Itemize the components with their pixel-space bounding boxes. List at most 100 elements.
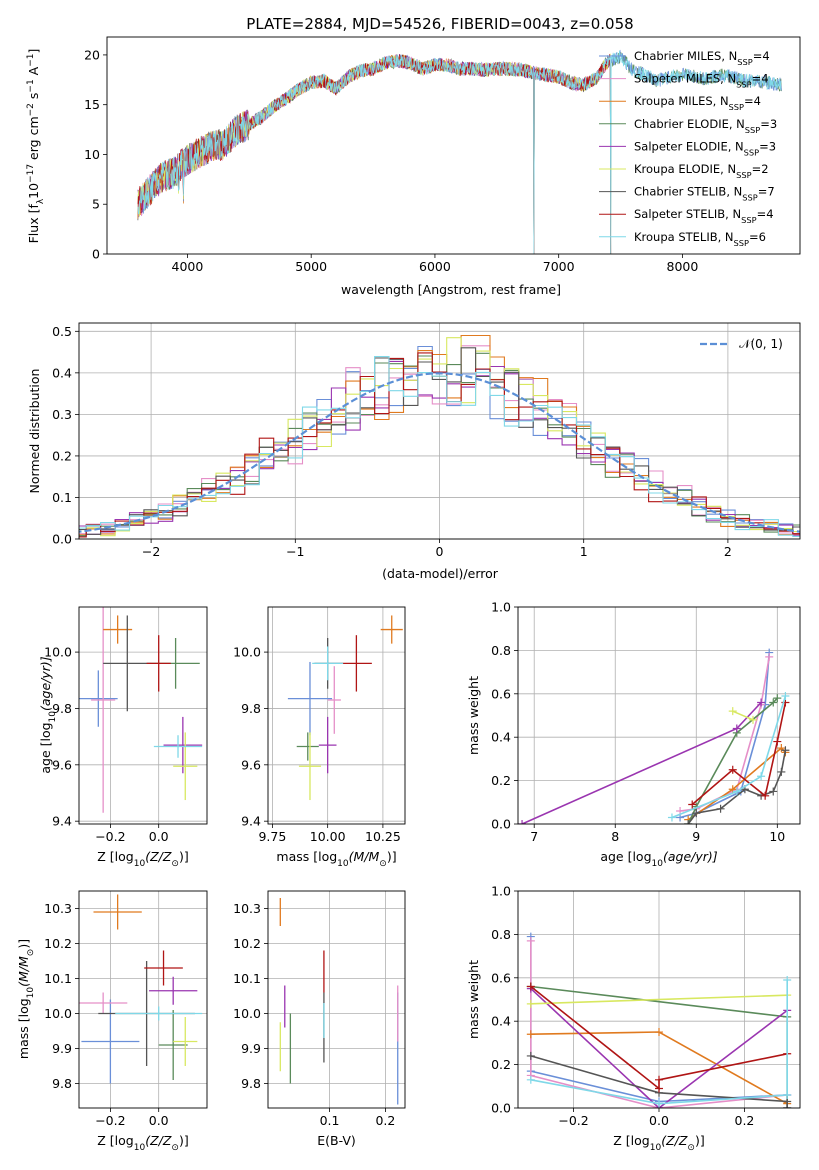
tick-label-y: 15 [84,97,100,112]
tick-label-y: 0.4 [491,1014,511,1029]
axes-frame [78,890,208,1109]
tick-label-x: 9 [692,829,700,844]
weight-marker [526,999,535,1008]
weight-marker [526,936,535,945]
tick-label-x: 0.0 [149,829,169,844]
x-axis-label: age [log10(age/yr)] [600,849,717,869]
tick-label-y: 10.1 [233,971,261,986]
tick-label-y: 10.2 [44,936,72,951]
spectrum-line [137,54,612,254]
label-part: Salpeter MILES, N [634,72,736,86]
label-part: (age/yr)] [38,656,53,711]
label-part: (M/M [349,849,380,864]
tick-label-x: 8 [611,829,619,844]
weight-marker [728,707,737,716]
plot-area [526,932,792,1108]
tick-label-y: 9.8 [241,701,261,716]
tick-label-x: 4000 [172,259,204,274]
axes-mass-vs-EBV: 0.1 0.2 9.8 9.9 10.0 10.1 10.2 10.3 E(B-V) [233,890,406,1148]
label-part: 10 [48,711,58,723]
tick-label-x: −2 [142,544,160,559]
label-part: 10 [134,859,146,869]
tick-label-y: 9.8 [52,1076,72,1091]
label-part: =3 [759,139,776,153]
tick-label-y: 5 [92,197,100,212]
weight-marker [655,1028,663,1037]
tick-label-y: 0.2 [491,1057,511,1072]
tick-label-x: 10.00 [310,829,346,844]
weight-marker [526,1075,535,1084]
label-part: )] [179,849,189,864]
tick-label-x: 10.25 [365,829,401,844]
label-part: =2 [752,162,769,176]
tick-label-y: 0.4 [491,730,511,745]
plot-area [79,894,203,1084]
label-part: ⊙ [26,949,36,957]
label-part: −17 [26,164,36,183]
weight-marker [732,787,741,796]
tick-label-y: 0.6 [491,686,511,701]
plot-area [279,898,399,1105]
histogram-step [79,356,800,537]
axes-frame [78,606,208,825]
histogram-step [79,347,800,535]
label-part: =4 [757,207,774,221]
legend-label: Chabrier STELIB, NSSP=7 [634,185,775,203]
label-part: SSP [734,238,749,248]
weight-marker [781,746,790,755]
tick-label-y: 0 [92,247,100,262]
label-part: SSP [736,170,751,180]
tick-label-y: 9.4 [52,814,72,829]
tick-label-y: 9.6 [241,757,261,772]
weight-marker [783,1090,792,1099]
chart-title: PLATE=2884, MJD=54526, FIBERID=0043, z=0… [246,15,633,33]
label-part: s [26,93,41,104]
tick-label-y: 10.3 [233,901,261,916]
axes-frame [78,322,801,540]
x-axis-label: mass [log10(M/M⊙)] [276,849,396,869]
label-part: Kroupa ELODIE, N [634,162,736,176]
tick-label-y: 10.0 [233,645,261,660]
label-part: =4 [753,49,770,63]
weight-marker [728,785,737,794]
y-axis-label: Flux [fλ10−17 erg cm−2 s−1 A−1] [26,49,46,244]
tick-label-y: 10.0 [233,1006,261,1021]
weight-line [687,750,787,824]
tick-label-y: 0.6 [491,970,511,985]
label-part: 10 [134,1143,146,1153]
label-part: ] [26,49,41,54]
weight-marker [749,715,757,724]
weight-marker [765,652,774,661]
axes-frame [267,606,406,825]
gaussian-curve [79,372,800,533]
label-part: Chabrier MILES, N [634,49,737,63]
axes-spectrum: 4000 5000 6000 7000 8000 0 5 10 15 20 wavelength [… [26,36,801,297]
weight-marker [732,724,741,733]
weight-line [530,980,788,1105]
axes-mass-vs-Z: −0.2 0.09.89.910.010.110.210.3Z [log10(Z/… [16,890,208,1153]
tick-label-x: 5000 [295,259,327,274]
weight-marker [518,820,527,824]
label-part: (M/M [16,956,31,987]
label-part: )] [16,939,31,949]
label-part: ⊙ [171,859,179,869]
y-axis-label: Normed distribution [27,369,42,494]
label-part: )] [387,849,397,864]
y-axis-label: mass [log10(M/M⊙)] [16,939,36,1059]
x-axis-label: E(B-V) [317,1133,356,1148]
label-part: 10 [26,987,36,999]
legend-label: Kroupa ELODIE, NSSP=2 [634,162,769,180]
label-part: Salpeter ELODIE, N [634,139,744,153]
label-part: 10 [337,859,349,869]
tick-label-y: 0.3 [52,407,72,422]
tick-label-x: 6000 [419,259,451,274]
tick-label-y: 10.2 [233,936,261,951]
legend-label: Salpeter MILES, NSSP=4 [634,72,769,90]
tick-label-y: 0.0 [491,1101,511,1116]
tick-label-y: 0.4 [52,365,72,380]
tick-label-x: −0.2 [95,829,125,844]
tick-label-x: 0.2 [735,1113,755,1128]
tick-label-y: 9.8 [52,701,72,716]
tick-label-y: 0.8 [491,927,511,942]
spectrum-line [137,50,782,254]
